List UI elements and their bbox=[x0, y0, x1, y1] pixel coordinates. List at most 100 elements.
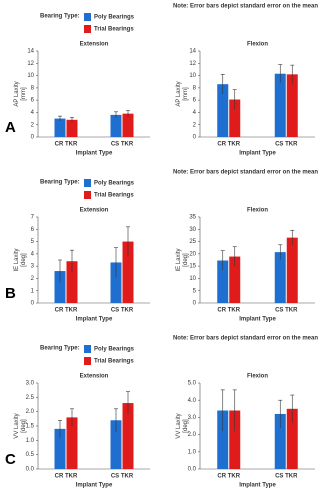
x-axis-label: Implant Type bbox=[76, 151, 113, 157]
bar bbox=[274, 413, 286, 469]
y-tick-label: 1 bbox=[31, 288, 35, 294]
bar bbox=[66, 119, 78, 137]
panel-title: Flexion bbox=[247, 374, 268, 380]
y-tick-label: 2 bbox=[31, 122, 35, 128]
x-tick-label: CR TKR bbox=[55, 142, 78, 148]
x-axis-label: Implant Type bbox=[239, 317, 276, 323]
y-tick-label: 0.0 bbox=[188, 467, 197, 473]
y-tick-label: 0.0 bbox=[26, 467, 35, 473]
y-tick-label: 20 bbox=[189, 251, 196, 257]
y-tick-label: 6 bbox=[31, 227, 35, 233]
y-tick-label: 4 bbox=[31, 251, 35, 257]
y-tick-label: 2.5 bbox=[26, 395, 35, 401]
y-tick-label: 35 bbox=[189, 215, 196, 221]
legend-swatch bbox=[84, 191, 91, 199]
bar bbox=[110, 420, 122, 469]
legend-swatch bbox=[84, 13, 91, 21]
y-tick-label: 2 bbox=[193, 122, 197, 128]
y-tick-label: 0 bbox=[193, 135, 197, 141]
panel-title: Extension bbox=[80, 374, 109, 380]
legend-swatch bbox=[84, 345, 91, 353]
x-tick-label: CR TKR bbox=[217, 474, 240, 480]
bar bbox=[66, 417, 78, 469]
legend-label: Poly Bearings bbox=[94, 181, 135, 187]
bar bbox=[229, 256, 241, 303]
bar bbox=[66, 261, 78, 303]
bar bbox=[286, 237, 298, 303]
y-axis-label: IE Laxity[deg] bbox=[14, 248, 27, 271]
y-tick-label: 10 bbox=[189, 276, 196, 282]
legend-swatch bbox=[84, 357, 91, 365]
x-tick-label: CS TKR bbox=[111, 142, 134, 148]
legend-title: Bearing Type: bbox=[40, 346, 80, 352]
y-tick-label: 0 bbox=[31, 135, 35, 141]
y-tick-label: 0.5 bbox=[26, 452, 35, 458]
y-tick-label: 1.5 bbox=[26, 424, 35, 430]
y-axis-label: IE Laxity[deg] bbox=[176, 248, 189, 271]
panel-title: Flexion bbox=[247, 208, 268, 214]
y-tick-label: 4 bbox=[193, 110, 197, 116]
bar bbox=[217, 84, 229, 137]
note: Note: Error bars depict standard error o… bbox=[173, 336, 318, 342]
x-tick-label: CR TKR bbox=[55, 474, 78, 480]
bar bbox=[122, 241, 134, 303]
y-axis-label: AP Laxity[mm] bbox=[176, 81, 189, 106]
x-tick-label: CS TKR bbox=[275, 474, 298, 480]
bar bbox=[274, 252, 286, 303]
y-tick-label: 2.0 bbox=[188, 432, 197, 438]
y-tick-label: 3.0 bbox=[26, 381, 35, 387]
legend-label: Poly Bearings bbox=[94, 347, 135, 353]
bar bbox=[122, 403, 134, 469]
x-axis-label: Implant Type bbox=[76, 483, 113, 489]
x-tick-label: CS TKR bbox=[275, 142, 298, 148]
bar bbox=[54, 118, 66, 137]
panel-title: Extension bbox=[80, 42, 109, 48]
bar bbox=[229, 99, 241, 137]
panel-letter: C bbox=[5, 451, 16, 468]
bar bbox=[122, 113, 134, 137]
y-tick-label: 5 bbox=[31, 239, 35, 245]
y-axis-label: VV Laxity[deg] bbox=[176, 413, 189, 438]
y-tick-label: 5 bbox=[193, 288, 197, 294]
y-tick-label: 2.0 bbox=[26, 409, 35, 415]
bar bbox=[54, 428, 66, 469]
y-axis-label: AP Laxity[mm] bbox=[14, 81, 27, 106]
y-tick-label: 2 bbox=[31, 276, 35, 282]
legend-swatch bbox=[84, 25, 91, 33]
bar bbox=[229, 410, 241, 469]
panel-letter: A bbox=[5, 119, 16, 136]
x-axis-label: Implant Type bbox=[76, 317, 113, 323]
bar bbox=[110, 262, 122, 303]
legend-swatch bbox=[84, 179, 91, 187]
y-tick-label: 6 bbox=[31, 98, 35, 104]
x-tick-label: CR TKR bbox=[55, 308, 78, 314]
y-tick-label: 3 bbox=[31, 264, 35, 270]
legend-title: Bearing Type: bbox=[40, 180, 80, 186]
y-tick-label: 0 bbox=[193, 301, 197, 307]
y-tick-label: 30 bbox=[189, 227, 196, 233]
panel-title: Extension bbox=[80, 208, 109, 214]
x-tick-label: CR TKR bbox=[217, 142, 240, 148]
legend-label: Trial Bearings bbox=[94, 27, 134, 33]
bar bbox=[217, 260, 229, 303]
bar bbox=[217, 410, 229, 469]
y-tick-label: 12 bbox=[189, 61, 196, 67]
x-tick-label: CS TKR bbox=[111, 308, 134, 314]
y-tick-label: 15 bbox=[189, 264, 196, 270]
y-tick-label: 6 bbox=[193, 98, 197, 104]
y-tick-label: 12 bbox=[27, 61, 34, 67]
bar bbox=[286, 408, 298, 469]
y-tick-label: 8 bbox=[31, 85, 35, 91]
y-tick-label: 7 bbox=[31, 215, 35, 221]
y-tick-label: 5.0 bbox=[188, 381, 197, 387]
panel-letter: B bbox=[5, 285, 16, 302]
legend-label: Trial Bearings bbox=[94, 359, 134, 365]
y-axis-label: VV Laxity[deg] bbox=[14, 413, 27, 438]
note: Note: Error bars depict standard error o… bbox=[173, 170, 318, 176]
y-tick-label: 3.0 bbox=[188, 415, 197, 421]
y-tick-label: 8 bbox=[193, 85, 197, 91]
y-tick-label: 14 bbox=[189, 49, 196, 55]
legend-label: Poly Bearings bbox=[94, 15, 135, 21]
y-tick-label: 10 bbox=[27, 73, 34, 79]
